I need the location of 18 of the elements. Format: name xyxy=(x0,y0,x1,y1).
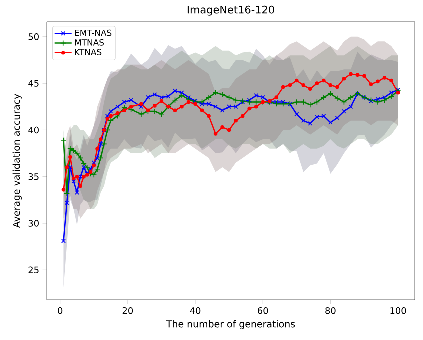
x-tick-label: 20 xyxy=(122,307,134,314)
y-tick-label: 40 xyxy=(28,126,39,134)
y-tick-label: 25 xyxy=(28,266,39,274)
legend-label: EMT-NAS xyxy=(75,30,112,36)
chart-title: ImageNet16-120 xyxy=(188,6,274,16)
x-tick-label: 60 xyxy=(258,307,268,314)
y-axis-title: Average validation accuracy xyxy=(12,94,22,228)
y-tick-label: 50 xyxy=(28,34,39,40)
legend-label: MTNAS xyxy=(75,39,104,46)
y-tick-label: 35 xyxy=(28,173,39,180)
legend-label: KTNAS xyxy=(75,49,102,56)
y-tick-label: 30 xyxy=(28,220,39,227)
x-tick-label: 80 xyxy=(326,307,336,314)
x-axis-title: The number of generations xyxy=(166,320,296,330)
x-tick-label: 40 xyxy=(190,307,201,314)
x-tick-label: 100 xyxy=(390,307,406,314)
y-tick-label: 45 xyxy=(28,80,39,87)
x-tick-label: 0 xyxy=(58,307,63,314)
